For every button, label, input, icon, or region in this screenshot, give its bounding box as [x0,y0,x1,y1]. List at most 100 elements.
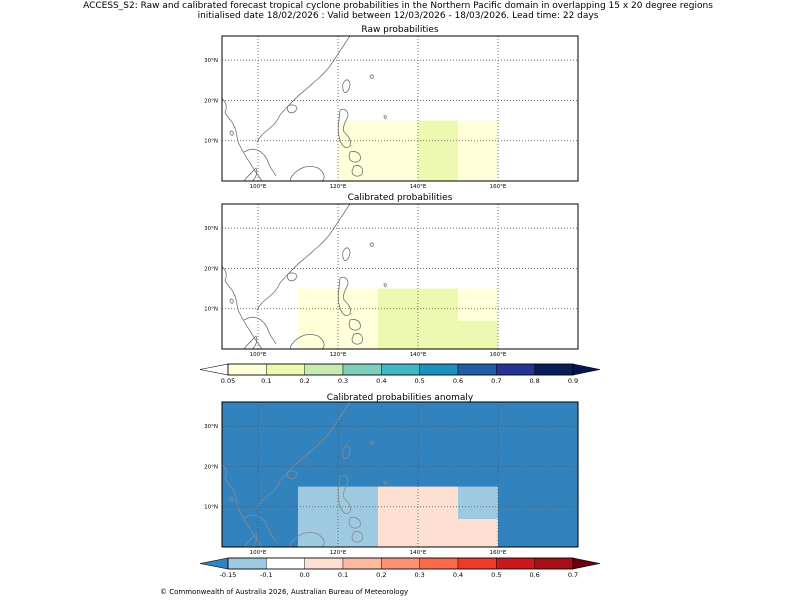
prob-colorbar-tick-label-0: 0.05 [221,377,235,385]
panel-raw-xtick-label-3: 160°E [490,184,507,190]
prob-colorbar-segment-8 [534,363,574,376]
anom-colorbar-tick-label-2: 0.0 [299,571,309,579]
panel-anomaly-cell-2 [458,486,498,519]
prob-colorbar-extend-high [572,363,601,376]
panel-anomaly-xtick-label-3: 160°E [490,550,507,556]
panel-calibrated-ticks: 100°E 120°E 140°E 160°E 10°N 20°N 30°N [204,226,507,358]
anom-colorbar-segment-1 [266,557,305,570]
prob-colorbar-segment-7 [496,363,535,376]
panel-calibrated-ytick-label-2: 30°N [204,226,218,232]
prob-colorbar-segment-4 [381,363,420,376]
panel-raw-xtick-label-2: 140°E [410,184,427,190]
anom-colorbar-extend-high [572,557,601,570]
prob-colorbar-tick-label-2: 0.2 [299,377,309,385]
panel-raw-ytick-label-0: 10°N [204,139,218,145]
prob-colorbar-segment-2 [304,363,344,376]
panel-calibrated-xtick-label-1: 120°E [330,352,347,358]
panel-raw-title: Raw probabilities [361,25,439,35]
panel-anomaly-frame [221,401,579,548]
anom-colorbar-segment-5 [419,557,459,570]
panel-anomaly-gridlines [222,402,578,547]
panel-calibrated-ytick-label-1: 20°N [204,266,218,272]
panel-raw-xtick-label-0: 100°E [250,184,267,190]
anom-colorbar-outline [227,557,574,570]
prob-colorbar-tick-label-7: 0.7 [491,377,501,385]
panel-raw-plot [222,36,578,181]
panel-calibrated-cell-2 [458,288,498,321]
figure-title-line1: ACCESS_S2: Raw and calibrated forecast t… [83,1,713,11]
panel-raw-xtick-label-1: 120°E [330,184,347,190]
panel-calibrated-frame [221,203,579,350]
prob-colorbar: 0.05 0.1 0.2 0.3 0.4 0.5 0.6 0.7 0.8 0.9 [199,363,601,385]
panel-anomaly: Calibrated probabilities anomaly 100°E 12… [204,393,579,556]
anom-colorbar: -0.15 -0.1 0.0 0.1 0.2 0.3 0.4 0.5 0.6 0.7 [199,557,601,579]
anom-colorbar-segment-4 [381,557,420,570]
copyright-footer: © Commonwealth of Australia 2026, Austra… [160,588,408,596]
panel-raw-cell-0 [338,120,378,181]
prob-colorbar-tick-label-3: 0.3 [338,377,348,385]
anom-colorbar-tick-label-7: 0.5 [491,571,501,579]
prob-colorbar-tick-label-4: 0.4 [376,377,386,385]
panel-anomaly-xtick-label-1: 120°E [330,550,347,556]
prob-colorbar-tick-label-6: 0.6 [453,377,463,385]
anom-colorbar-tick-label-5: 0.3 [414,571,424,579]
anom-colorbar-tick-label-8: 0.6 [529,571,539,579]
panel-anomaly-ticks: 100°E 120°E 140°E 160°E 10°N 20°N 30°N [204,424,507,556]
panel-raw: Raw probabilities 100°E 120°E 140°E 160°E10… [204,25,579,190]
panel-anomaly-ytick-label-1: 20°N [204,464,218,470]
prob-colorbar-tick-label-9: 0.9 [568,377,578,385]
panel-raw-cell-3 [458,120,498,181]
panel-anomaly-xtick-label-0: 100°E [250,550,267,556]
panel-anomaly-ytick-label-2: 30°N [204,424,218,430]
panel-raw-cell-2 [418,120,458,181]
anom-colorbar-tick-label-1: -0.1 [260,571,273,579]
prob-colorbar-tick-label-5: 0.5 [414,377,424,385]
panel-raw-ticks: 100°E 120°E 140°E 160°E 10°N 20°N 30°N [204,58,507,190]
panel-calibrated-title: Calibrated probabilities [348,193,453,203]
anom-colorbar-segment-7 [496,557,535,570]
prob-colorbar-segment-6 [457,363,497,376]
panel-raw-cells [338,120,498,181]
anom-colorbar-tick-label-3: 0.1 [338,571,348,579]
anom-colorbar-segment-3 [342,557,382,570]
anom-colorbar-segment-0 [227,557,267,570]
panel-raw-frame [221,35,579,182]
prob-colorbar-segment-5 [419,363,459,376]
panel-raw-ytick-label-2: 30°N [204,58,218,64]
panel-anomaly-cells [298,486,498,547]
panel-calibrated: Calibrated probabilities 100°E 120°E 140°E… [204,193,579,358]
anom-colorbar-segment-6 [457,557,497,570]
panel-anomaly-plot [222,402,578,547]
panel-calibrated-plot [222,204,578,349]
panel-calibrated-xtick-label-3: 160°E [490,352,507,358]
panel-calibrated-cell-3 [458,320,498,349]
panel-anomaly-xtick-label-2: 140°E [410,550,427,556]
panel-raw-cell-1 [378,120,418,181]
prob-colorbar-segment-1 [266,363,305,376]
panel-calibrated-cells [298,288,498,349]
panel-raw-gridlines [222,36,578,181]
anom-colorbar-tick-label-9: 0.7 [568,571,578,579]
prob-colorbar-outline [227,363,574,376]
title-block: ACCESS_S2: Raw and calibrated forecast t… [83,1,713,21]
anom-colorbar-extend-low [199,557,229,570]
prob-colorbar-tick-label-8: 0.8 [529,377,539,385]
panel-raw-ytick-label-1: 20°N [204,98,218,104]
prob-colorbar-extend-low [199,363,229,376]
panel-anomaly-ytick-label-0: 10°N [204,505,218,511]
panel-anomaly-title: Calibrated probabilities anomaly [327,393,474,403]
figure-title-line2: initialised date 18/02/2026 : Valid betw… [198,11,599,21]
panel-calibrated-ytick-label-0: 10°N [204,307,218,313]
panel-calibrated-xtick-label-0: 100°E [250,352,267,358]
anom-colorbar-tick-label-6: 0.4 [453,571,463,579]
prob-colorbar-tick-label-1: 0.1 [261,377,271,385]
panel-calibrated-xtick-label-2: 140°E [410,352,427,358]
anom-colorbar-segment-8 [534,557,574,570]
anom-colorbar-segment-2 [304,557,344,570]
panel-anomaly-cell-3 [458,518,498,547]
anom-colorbar-tick-label-4: 0.2 [376,571,386,579]
prob-colorbar-segment-0 [227,363,267,376]
panel-calibrated-gridlines [222,204,578,349]
prob-colorbar-segment-3 [342,363,382,376]
